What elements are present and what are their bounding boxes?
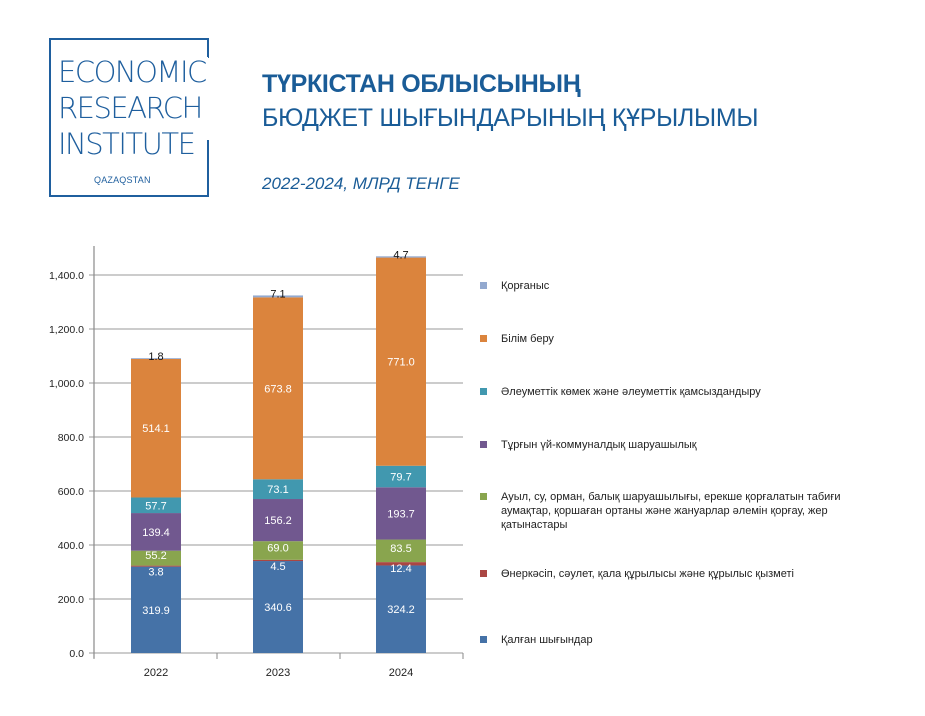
- legend-swatch: [480, 335, 487, 342]
- data-label: 139.4: [142, 527, 170, 539]
- y-tick-label: 800.0: [58, 432, 84, 444]
- legend-label: Білім беру: [501, 333, 554, 345]
- legend-label: Ауыл, су, орман, балық шаруашылығы, ерек…: [501, 491, 841, 531]
- bar-segment: [376, 256, 426, 258]
- logo-frame-right-bottom: [207, 140, 209, 197]
- legend-label: Өнеркәсіп, сәулет, қала құрылысы және құ…: [501, 568, 794, 580]
- bar-segment: [376, 539, 426, 563]
- logo-text-institute: INSTITUTE: [58, 127, 197, 161]
- data-label: 319.9: [142, 605, 170, 617]
- bar-segment: [376, 487, 426, 540]
- data-label: 7.1: [270, 288, 285, 300]
- data-label: 1.8: [148, 351, 163, 363]
- y-tick-label: 0.0: [69, 648, 84, 660]
- bar-segment: [376, 257, 426, 466]
- bar-segment: [253, 541, 303, 560]
- bar-segment: [253, 561, 303, 653]
- y-tick-label: 200.0: [58, 594, 84, 606]
- bar-segment: [131, 358, 181, 359]
- data-label: 156.2: [264, 515, 292, 527]
- logo-frame-bottom: [49, 195, 209, 197]
- legend-swatch: [480, 388, 487, 395]
- y-tick-label: 1,000.0: [49, 378, 84, 390]
- legend-label: Қорғаныс: [501, 280, 550, 292]
- logo-text-economic: ECONOMIC: [58, 55, 208, 89]
- legend-label: Әлеуметтік көмек және әлеуметтік қамсызд…: [501, 386, 761, 398]
- data-label: 324.2: [387, 604, 415, 616]
- legend-label: Қалған шығындар: [501, 634, 593, 646]
- page-subtitle: 2022-2024, МЛРД ТЕНГЕ: [262, 174, 460, 193]
- bar-segment: [253, 559, 303, 562]
- logo-text-qazaqstan: QAZAQSTAN: [94, 175, 151, 185]
- legend-swatch: [480, 493, 487, 500]
- bar-segment: [131, 550, 181, 566]
- bar-segment: [376, 465, 426, 488]
- data-label: 73.1: [267, 484, 288, 496]
- data-label: 771.0: [387, 357, 415, 369]
- logo-text-research: RESEARCH: [58, 91, 204, 125]
- legend-swatch: [480, 441, 487, 448]
- data-label: 57.7: [145, 500, 166, 512]
- data-label: 673.8: [264, 383, 292, 395]
- bar-segment: [131, 566, 181, 653]
- data-label: 83.5: [390, 543, 411, 555]
- data-label: 55.2: [145, 550, 166, 562]
- page-title-line2: БЮДЖЕТ ШЫҒЫНДАРЫНЫҢ ҚҰРЫЛЫМЫ: [262, 104, 759, 132]
- data-label: 79.7: [390, 472, 411, 484]
- y-tick-label: 1,400.0: [49, 270, 84, 282]
- bar-segment: [253, 297, 303, 480]
- legend-label: Тұрғын үй-коммуналдық шаруашылық: [501, 439, 697, 451]
- bar-segment: [131, 513, 181, 551]
- page-title-line1: ТҮРКІСТАН ОБЛЫСЫНЫҢ: [262, 70, 581, 98]
- x-tick-label: 2022: [144, 667, 168, 679]
- bar-segment: [131, 565, 181, 567]
- stacked-bar-chart: 0.0 200.0 400.0 600.0 800.0 1,000.0 1,200.0 1,4…: [49, 246, 464, 679]
- bar-segment: [131, 358, 181, 498]
- data-label: 4.5: [270, 561, 285, 573]
- y-tick-label: 1,200.0: [49, 324, 84, 336]
- data-label: 514.1: [142, 423, 170, 435]
- data-label: 193.7: [387, 508, 415, 520]
- legend-swatch: [480, 282, 487, 289]
- bar-segment: [253, 295, 303, 298]
- data-label: 340.6: [264, 602, 292, 614]
- data-label: 69.0: [267, 543, 288, 555]
- bar-segment: [253, 479, 303, 500]
- y-tick-label: 600.0: [58, 486, 84, 498]
- logo-frame: [49, 38, 209, 197]
- bar-segment: [253, 499, 303, 542]
- x-tick-label: 2023: [266, 667, 290, 679]
- data-label: 3.8: [148, 567, 163, 579]
- y-tick-label: 400.0: [58, 540, 84, 552]
- bar-segment: [131, 497, 181, 514]
- legend-swatch: [480, 636, 487, 643]
- data-label: 12.4: [390, 563, 411, 575]
- logo-frame-right-top: [207, 38, 209, 58]
- x-tick-label: 2024: [389, 667, 413, 679]
- bar-segment: [376, 562, 426, 566]
- bar-segment: [376, 565, 426, 653]
- data-label: 4.7: [393, 249, 408, 261]
- legend-swatch: [480, 570, 487, 577]
